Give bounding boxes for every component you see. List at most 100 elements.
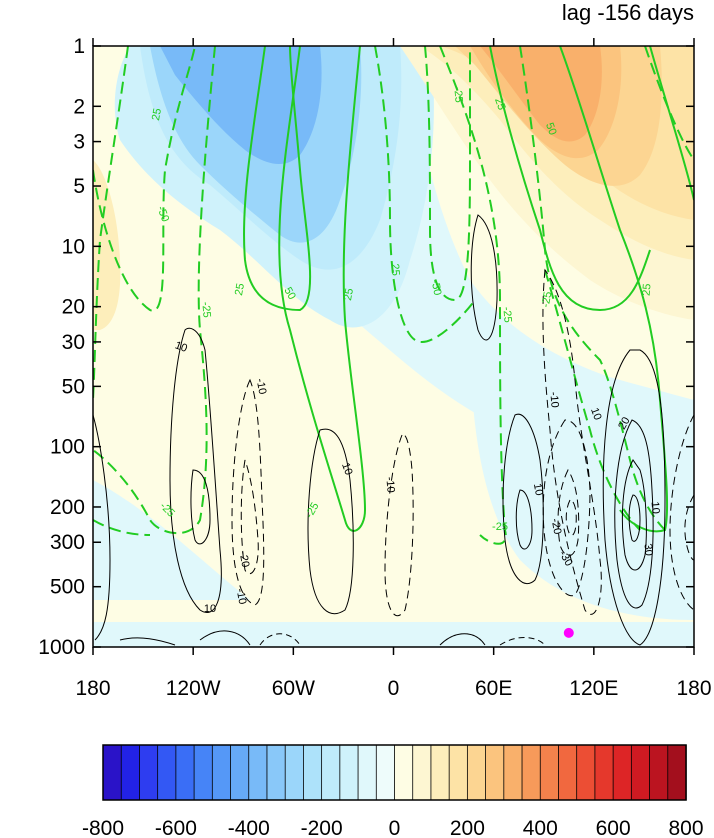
black-contour-line [231,378,265,606]
y-tick-label: 30 [62,331,85,354]
colorbar-cell [594,744,614,801]
colorbar-cell [175,744,195,801]
colorbar-cell [448,744,469,801]
green-contours [93,46,694,545]
green-contour-line [519,46,666,531]
colorbar-cell [558,744,578,801]
black-contour-label: -10 [234,588,249,606]
colorbar-tick-label: 800 [668,817,703,838]
green-contour-label: 25 [342,287,356,301]
green-contour-label: -50 [154,204,171,223]
green-contour-label: -25 [451,86,464,103]
colorbar-cell [521,744,541,801]
green-contour-label: -25 [540,291,555,309]
green-contour-line [439,46,507,545]
black-contour-line [621,459,647,571]
black-contour-line [515,489,533,550]
x-tick-label: 120W [166,677,221,700]
y-tick-label: 200 [50,496,85,519]
black-contour-label: 10 [339,461,354,477]
colorbar-cell [303,744,323,801]
colorbar-cell [503,744,523,801]
colorbar-cell [430,744,450,801]
green-contour-label: 50 [543,121,558,137]
black-contour-label: -20 [549,518,564,536]
colorbar-tick-label: -600 [155,817,197,838]
black-contour-line [307,428,354,615]
colorbar-cell [120,744,141,801]
y-tick-label: 100 [50,436,85,459]
black-contour-line [470,214,498,341]
y-tick-label: 2 [73,95,85,118]
green-contour-line [644,46,694,161]
black-contour-line [542,268,602,615]
colorbar-tick-label: -400 [228,817,270,838]
black-contour-label: 10 [173,339,189,354]
green-contour-label: 25 [388,263,401,276]
black-contour-line [93,414,111,641]
colorbar-cell [539,744,560,801]
green-contour-line [93,46,216,535]
colorbar-tick-label: -200 [301,817,343,838]
x-tick-label: 0 [388,677,400,700]
colorbar-frame [102,744,687,801]
colorbar-tick-label: 600 [596,817,631,838]
green-contour-line [424,46,471,302]
colorbar-cell [630,744,651,801]
black-contour-line [614,419,654,609]
colorbar-cell [485,744,505,801]
y-tick-label: 500 [50,576,85,599]
x-tick-label: 120E [569,677,618,700]
colorbar-cell [667,744,687,801]
colorbar-cell [412,744,432,801]
black-contour-label: 10 [648,501,661,514]
colorbar-cell [102,744,122,801]
black-contour-line [119,637,176,646]
colorbar-cell [321,744,341,801]
black-contour-line [628,494,641,542]
black-contour-label: 20 [616,415,633,432]
location-marker [563,627,574,638]
colorbar-tick-label: 0 [389,817,401,838]
green-contour-label: 25 [641,283,654,296]
colorbar-cell [266,744,286,801]
colorbar-tick-label: 200 [450,817,485,838]
black-contour-label: 30 [641,543,654,556]
chart-title: lag -156 days [562,0,694,25]
green-contour-labels: 25 -50 -25 25 -25 50 -25 25 25 -25 -50 -… [150,86,653,533]
green-contour-line [243,46,312,312]
shading-region-left-cyan [93,480,250,600]
colorbar-cell [612,744,633,801]
green-contour-line [374,46,476,343]
green-contour-line [93,46,196,312]
colorbar-cell [157,744,177,801]
y-tick-label: 300 [50,531,85,554]
colorbar-cell [339,744,359,801]
black-contour-label: 10 [531,482,545,496]
green-contour-label: 25 [233,282,247,296]
green-contour-label: -25 [199,301,212,318]
black-contour-label: -20 [237,551,252,569]
shading-region-surface-cyan [93,622,694,647]
black-contour-label: 10 [588,406,603,422]
black-contour-line [602,349,666,646]
black-contour-line [259,633,301,646]
colorbar-cell [139,744,159,801]
colorbar-tick-label: 400 [523,817,558,838]
y-tick-label: 5 [73,175,85,198]
y-tick-label: 10 [62,235,85,258]
black-contour-line [199,630,251,646]
green-contour-line [489,46,651,312]
shading-region-strat-neg-4 [160,46,322,165]
black-contour-label: -10 [383,476,396,493]
colorbar-cell [193,744,214,801]
black-contour-line [669,414,694,611]
y-tick-label: 1 [73,35,85,58]
colorbar-cell [649,744,669,801]
black-contour-line [169,327,222,613]
green-contour-label: -25 [500,306,513,323]
shading-region-right-cyan [470,330,694,620]
x-tick-label: 180 [676,677,711,700]
colorbar-cell [576,744,596,801]
